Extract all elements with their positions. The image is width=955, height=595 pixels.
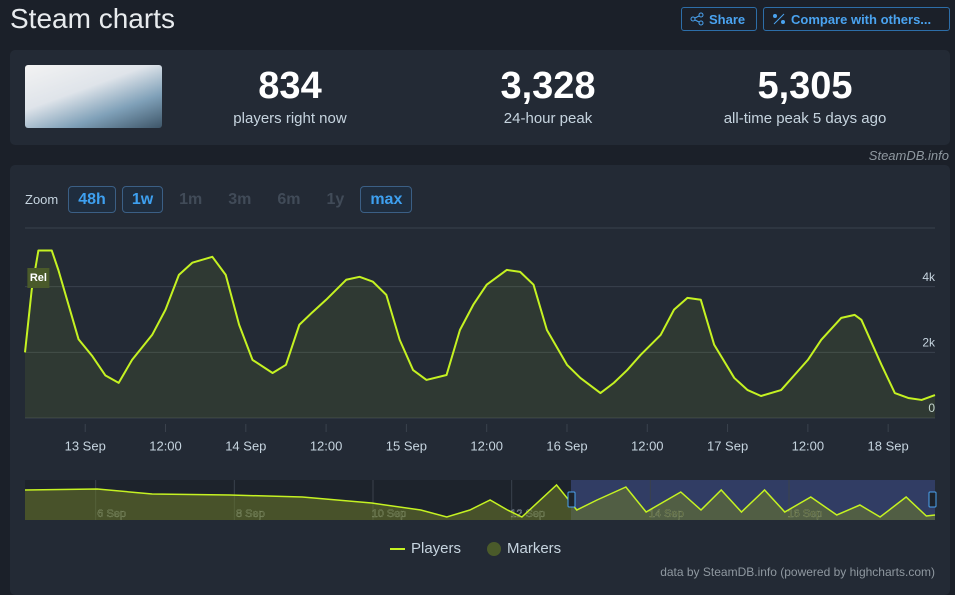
navigator-handle	[928, 491, 937, 508]
x-tick-label: 13 Sep	[65, 438, 106, 453]
navigator-line	[24, 483, 936, 518]
zoom-button: 6m	[277, 190, 301, 208]
zoom-button[interactable]: 1w	[121, 186, 164, 213]
chart-panel	[10, 165, 950, 595]
zoom-button: 1y	[326, 190, 345, 208]
x-tick-label: 12:00	[792, 438, 825, 453]
marker	[27, 268, 50, 288]
stat-label: 24-hour peak	[503, 110, 593, 127]
stat-value: 5,305	[757, 65, 853, 107]
share-icon	[690, 12, 704, 26]
navigator-handle	[567, 491, 576, 508]
y-tick-label: 2k	[922, 336, 936, 350]
share-button[interactable]: Share	[681, 7, 757, 31]
navigator-area	[25, 485, 935, 520]
x-tick-label: 17 Sep	[707, 438, 748, 453]
x-tick-label: 16 Sep	[546, 438, 587, 453]
legend-label: Players	[411, 540, 461, 557]
y-tick-label: 0	[928, 401, 935, 415]
x-tick-label: 12:00	[470, 438, 503, 453]
zoom-label: Zoom	[25, 192, 59, 207]
zoom-button: 3m	[228, 190, 252, 208]
players-line	[24, 249, 936, 401]
stat-label: players right now	[233, 110, 347, 127]
players-area	[25, 250, 935, 418]
legend-marker	[487, 542, 501, 556]
x-tick-label: 12:00	[149, 438, 182, 453]
x-tick-label: 14 Sep	[225, 438, 266, 453]
x-tick-label: 15 Sep	[386, 438, 427, 453]
stat-value: 3,328	[500, 65, 596, 107]
stats-panel	[10, 50, 950, 145]
legend-label: Markers	[507, 540, 561, 557]
zoom-bar: Zoom 48h 1w 1m 3m 6m 1y max	[25, 186, 413, 213]
compare-label: Compare with others...	[791, 11, 932, 27]
x-tick-label: 18 Sep	[868, 438, 909, 453]
zoom-button[interactable]: 48h	[68, 186, 116, 213]
page-title: Steam charts	[10, 3, 175, 34]
stat: 5,305 all-time peak 5 days ago	[685, 65, 925, 127]
stat: 834 players right now	[170, 65, 410, 127]
x-tick-label: 12:00	[310, 438, 343, 453]
watermark: SteamDB.info	[868, 148, 949, 163]
share-label: Share	[709, 11, 746, 27]
zoom-button: 1m	[179, 190, 203, 208]
stat-label: all-time peak 5 days ago	[723, 110, 887, 127]
compare-icon	[773, 13, 785, 25]
x-tick-label: 12:00	[631, 438, 664, 453]
y-tick-label: 4k	[922, 270, 936, 284]
compare-button[interactable]: Compare with others...	[763, 7, 950, 31]
marker-label: Rel	[30, 272, 47, 284]
credit: data by SteamDB.info (powered by highcha…	[660, 565, 935, 579]
game-image	[25, 65, 162, 128]
zoom-button[interactable]: max	[360, 186, 413, 213]
stat: 3,328 24-hour peak	[428, 65, 668, 127]
stat-value: 834	[258, 65, 322, 107]
